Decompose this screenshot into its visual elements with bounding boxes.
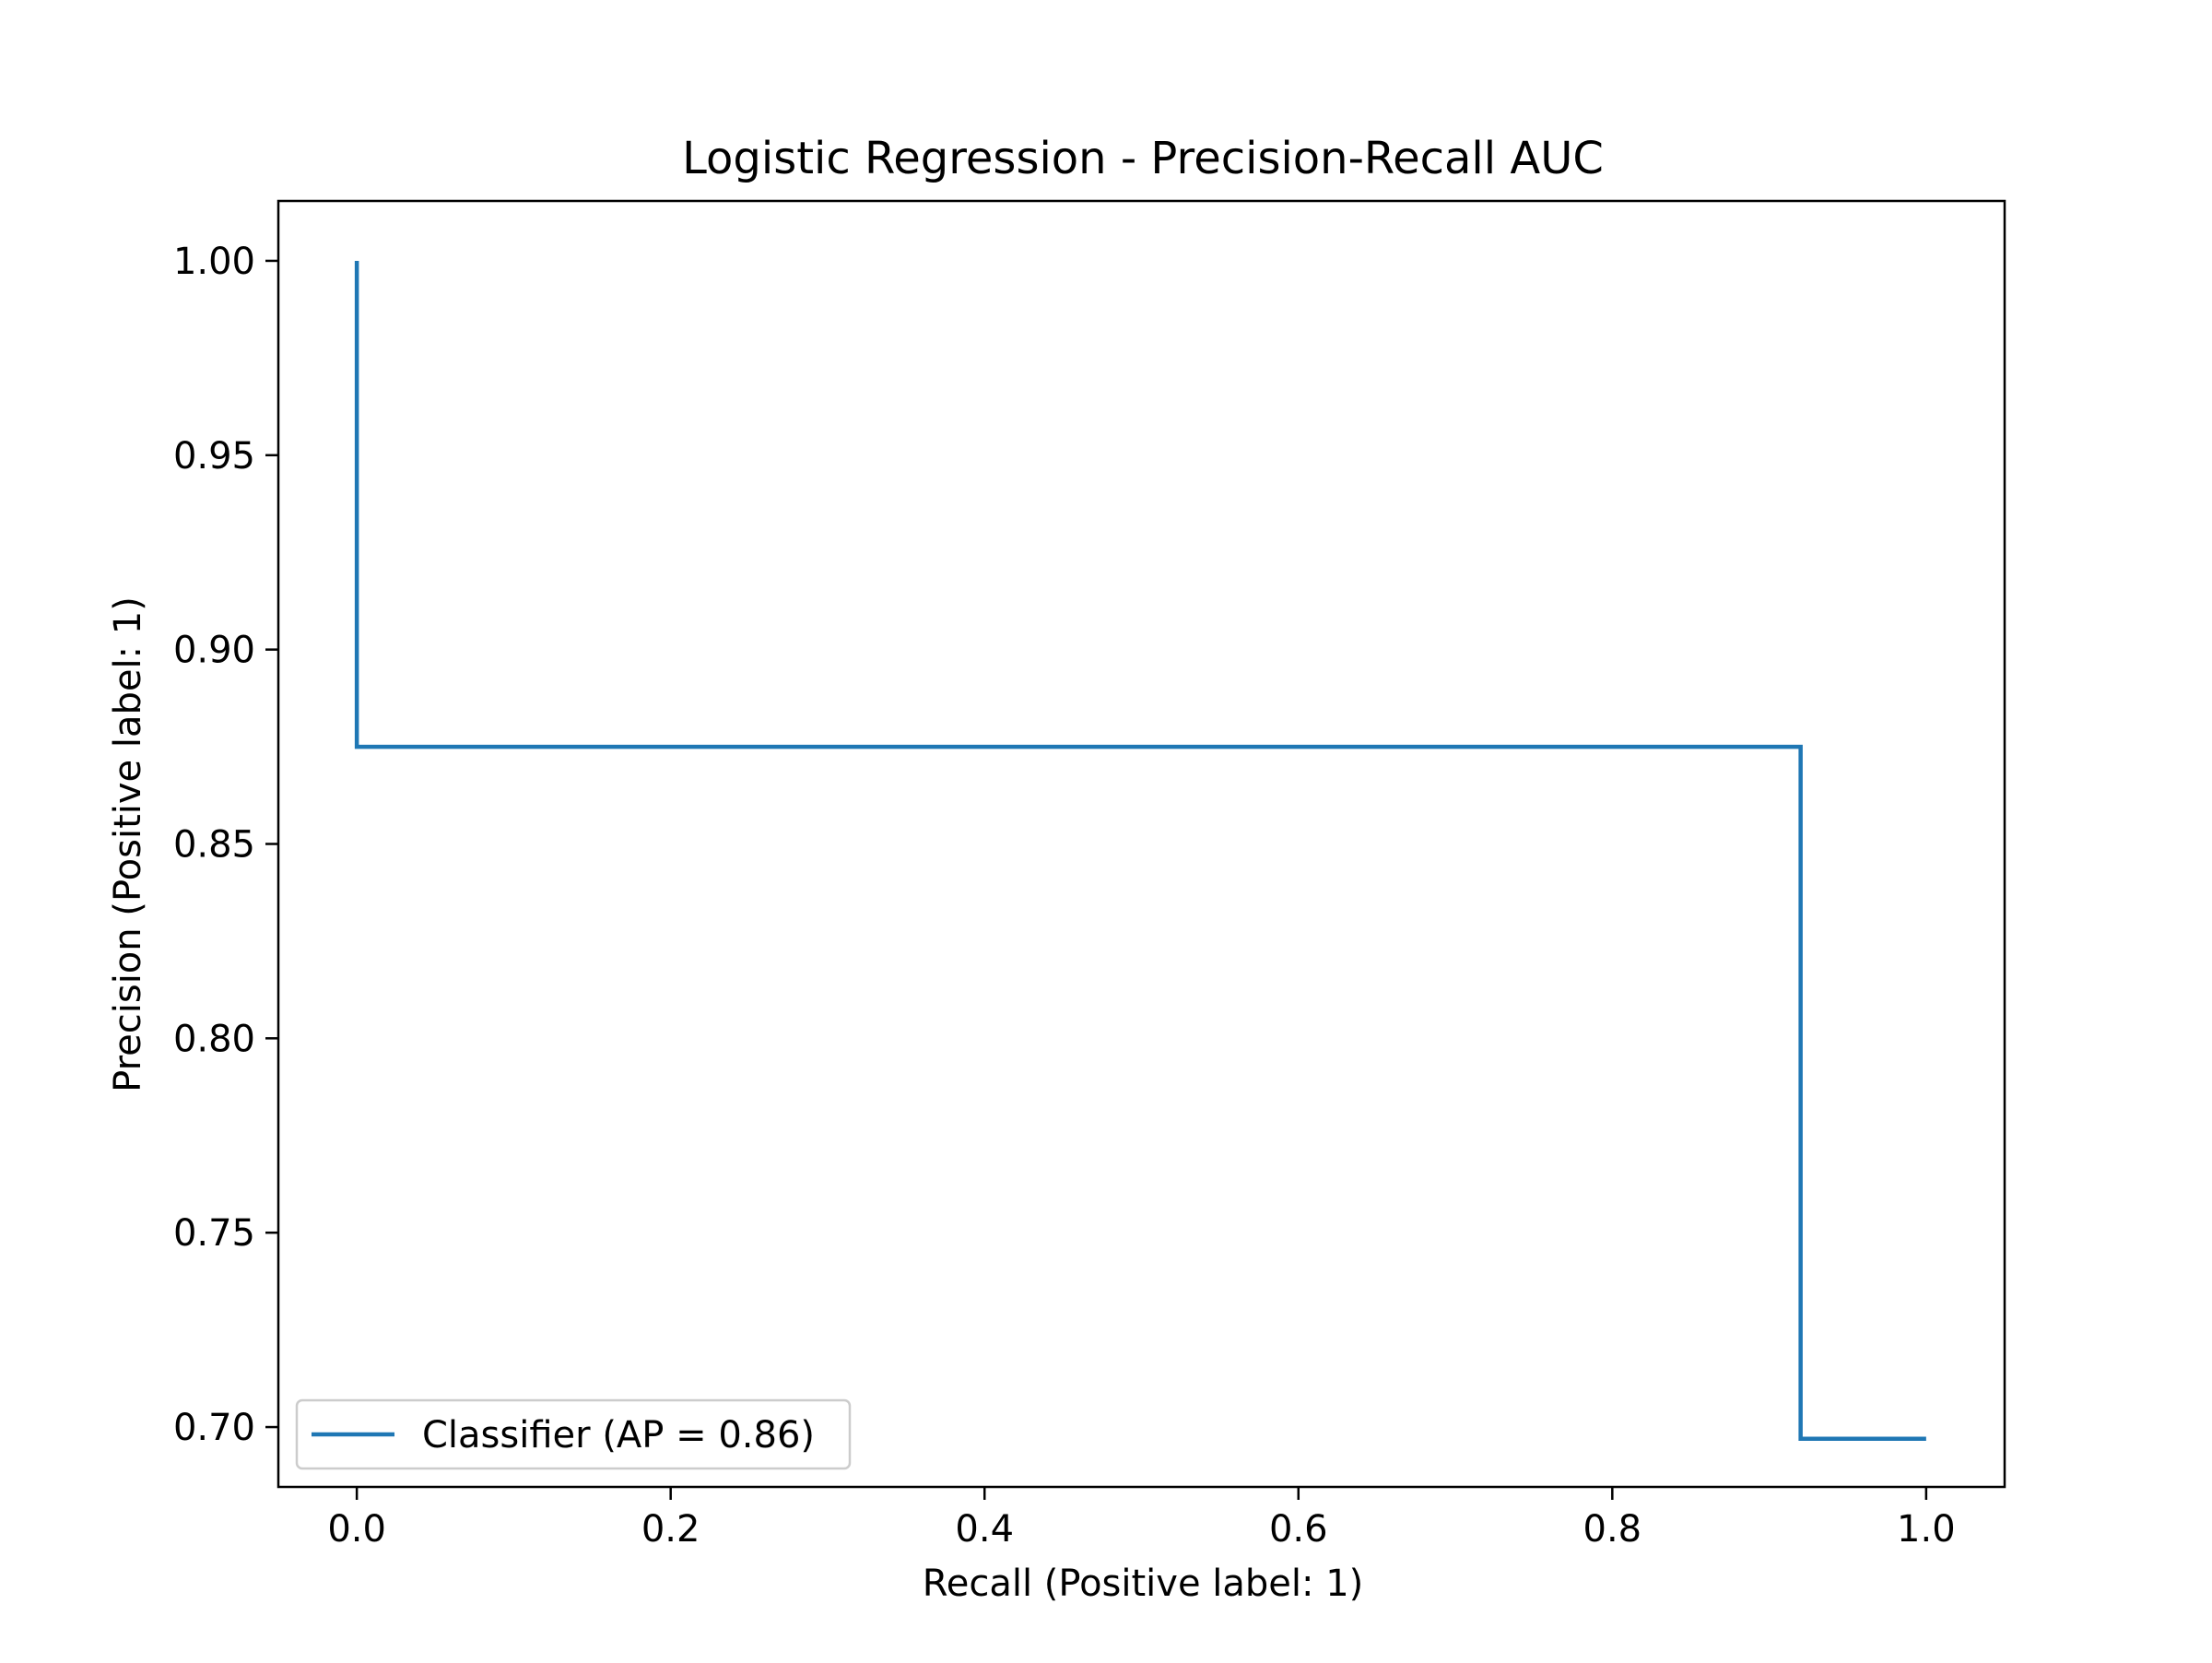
y-tick-label-6: 1.00	[173, 241, 255, 283]
x-tick-label-2: 0.4	[955, 1508, 1014, 1551]
series-line-0	[354, 260, 1926, 1441]
x-tick-label-4: 0.8	[1583, 1508, 1642, 1551]
x-tick-label-1: 0.2	[641, 1508, 700, 1551]
x-tick-label-5: 1.0	[1897, 1508, 1956, 1551]
y-tick-label-1: 0.75	[173, 1212, 255, 1255]
y-tick-label-0: 0.70	[173, 1407, 255, 1449]
legend-box	[295, 1398, 852, 1470]
plot-area: 0.0 0.2 0.4 0.6 0.8 1.0 0.70 0.75 0.80 0.85 0.90 0.…	[173, 199, 2006, 1551]
legend-label-0: Classifier (AP = 0.86)	[422, 1414, 815, 1457]
chart-title: Logistic Regression - Precision-Recall A…	[682, 133, 1604, 184]
x-tick-label-3: 0.6	[1269, 1508, 1328, 1551]
axes-background	[278, 201, 2005, 1487]
y-tick-label-5: 0.95	[173, 435, 255, 478]
y-tick-label-3: 0.85	[173, 824, 255, 867]
y-tick-label-4: 0.90	[173, 630, 255, 672]
y-tick-label-2: 0.80	[173, 1018, 255, 1060]
x-tick-label-0: 0.0	[327, 1508, 386, 1551]
x-axis-label: Recall (Positive label: 1)	[923, 1563, 1364, 1605]
y-axis-label: Precision (Positive label: 1)	[107, 596, 149, 1092]
chart-legend: Classifier (AP = 0.86)	[295, 1398, 852, 1470]
